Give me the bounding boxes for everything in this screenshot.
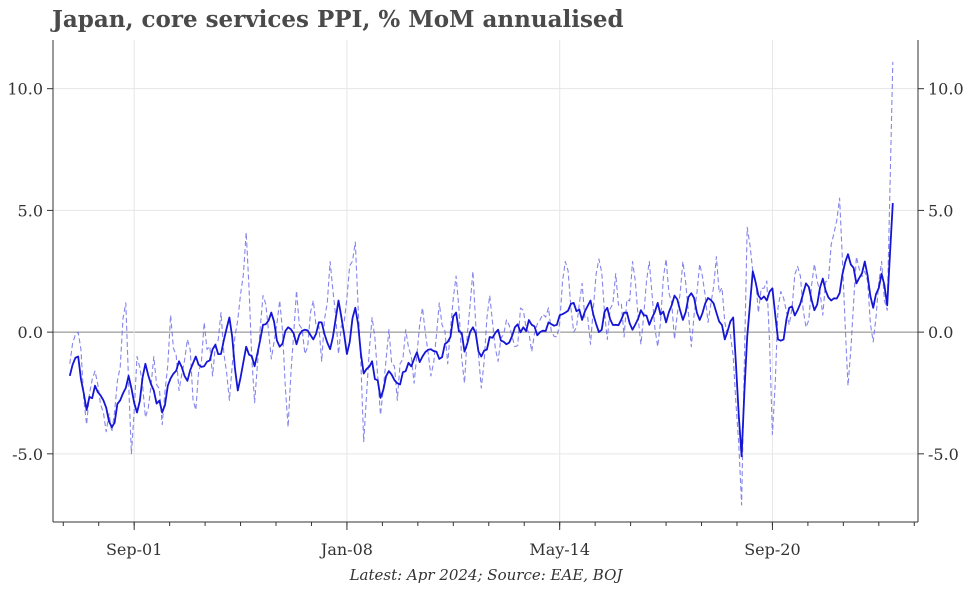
y-tick-label-left: -5.0 [12,445,43,464]
y-tick-label-right: -5.0 [928,445,959,464]
series-layer [68,61,894,506]
y-tick-label-left: 10.0 [7,80,43,99]
y-tick-label-left: 5.0 [18,201,43,220]
x-tick-label: Sep-01 [106,540,162,559]
grid-layer [53,40,918,522]
y-tick-label-left: 0.0 [18,323,43,342]
series-line-dashed [69,61,894,506]
y-tick-label-right: 5.0 [928,201,953,220]
y-tick-label-right: 0.0 [928,323,953,342]
x-tick-label: Jan-08 [319,540,373,559]
axis-layer: -5.0 -5.0 0.0 0.0 5.0 5.0 10.0 10.0 Sep-01 Jan-08… [7,40,964,559]
series-line-solid [68,203,894,458]
chart-caption: Latest: Apr 2024; Source: EAE, BOJ [349,566,623,584]
x-tick-label: Sep-20 [744,540,800,559]
x-tick-label: May-14 [529,540,590,559]
y-tick-label-right: 10.0 [928,80,964,99]
chart-title: Japan, core services PPI, % MoM annualis… [52,6,624,33]
